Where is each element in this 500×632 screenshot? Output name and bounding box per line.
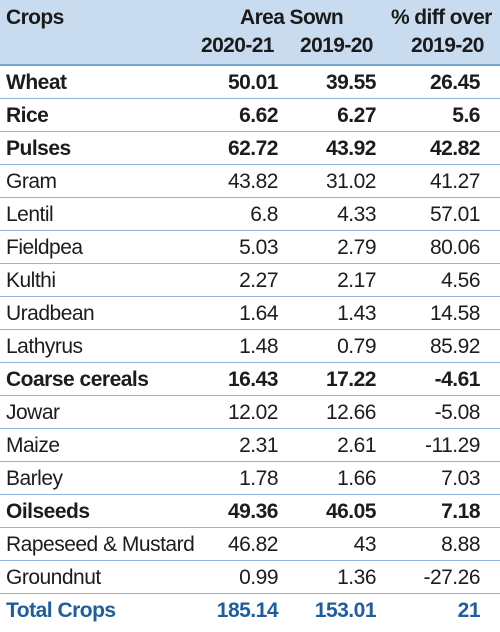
table-row: Groundnut 0.99 1.36 -27.26 [0, 561, 500, 594]
area-2019-20: 0.79 [337, 335, 376, 358]
pct-diff: -11.29 [425, 434, 481, 457]
area-2020-21: 50.01 [227, 71, 279, 94]
crop-name: Total Crops [6, 599, 116, 622]
header-crops: Crops [6, 6, 64, 29]
pct-diff: 42.82 [429, 137, 481, 160]
pct-diff: 14.58 [429, 302, 481, 325]
header-area-sown: Area Sown [240, 6, 344, 29]
crop-name: Kulthi [6, 269, 56, 292]
pct-diff: -27.26 [423, 566, 480, 589]
pct-diff: 21 [457, 599, 481, 622]
area-2019-20: 4.33 [337, 203, 376, 226]
pct-diff: 57.01 [429, 203, 481, 226]
table-row: Jowar 12.02 12.66 -5.08 [0, 396, 500, 429]
pct-diff: 41.27 [429, 170, 481, 193]
table-row: Wheat 50.01 39.55 26.45 [0, 66, 500, 99]
pct-diff: 5.6 [452, 104, 480, 127]
area-2020-21: 2.31 [239, 434, 278, 457]
table-header: Crops Area Sown % diff over 2020-21 2019… [0, 0, 500, 66]
crop-name: Pulses [6, 137, 71, 160]
crop-name: Barley [6, 467, 63, 490]
area-2020-21: 62.72 [227, 137, 279, 160]
crop-name: Lentil [6, 203, 54, 226]
table-row: Rice 6.62 6.27 5.6 [0, 99, 500, 132]
crop-name: Jowar [6, 401, 60, 424]
area-2019-20: 153.01 [314, 599, 377, 622]
crop-name: Groundnut [6, 566, 101, 589]
pct-diff: 8.88 [441, 533, 480, 556]
area-2020-21: 16.43 [227, 368, 279, 391]
crop-name: Maize [6, 434, 60, 457]
area-2020-21: 6.8 [250, 203, 278, 226]
table-row: Coarse cereals 16.43 17.22 -4.61 [0, 363, 500, 396]
crop-name: Coarse cereals [6, 368, 149, 391]
area-2019-20: 1.36 [337, 566, 376, 589]
crop-name: Oilseeds [6, 500, 90, 523]
area-2020-21: 1.64 [239, 302, 278, 325]
area-2020-21: 43.82 [227, 170, 279, 193]
area-2020-21: 0.99 [239, 566, 278, 589]
area-2019-20: 1.43 [337, 302, 376, 325]
area-2020-21: 6.62 [239, 104, 278, 127]
header-pct-diff: % diff over [391, 6, 492, 29]
crop-name: Gram [6, 170, 57, 193]
area-2020-21: 46.82 [227, 533, 279, 556]
header-diff-year: 2019-20 [411, 34, 484, 57]
area-2019-20: 1.66 [337, 467, 376, 490]
area-2019-20: 17.22 [325, 368, 377, 391]
crop-name: Uradbean [6, 302, 95, 325]
table-row: Barley 1.78 1.66 7.03 [0, 462, 500, 495]
crop-name: Rapeseed & Mustard [6, 533, 195, 556]
table-row: Lentil 6.8 4.33 57.01 [0, 198, 500, 231]
area-2019-20: 46.05 [325, 500, 377, 523]
table-row: Kulthi 2.27 2.17 4.56 [0, 264, 500, 297]
table-row: Maize 2.31 2.61 -11.29 [0, 429, 500, 462]
area-2020-21: 1.48 [239, 335, 278, 358]
area-2019-20: 12.66 [325, 401, 377, 424]
area-2020-21: 1.78 [239, 467, 278, 490]
header-year-2019-20: 2019-20 [300, 34, 373, 57]
area-2020-21: 2.27 [239, 269, 278, 292]
area-2019-20: 6.27 [337, 104, 376, 127]
area-2020-21: 49.36 [227, 500, 279, 523]
crop-name: Wheat [6, 71, 67, 94]
table-row-total: Total Crops 185.14 153.01 21 [0, 594, 500, 627]
crop-name: Lathyrus [6, 335, 83, 358]
area-2019-20: 43 [353, 533, 377, 556]
area-2019-20: 2.17 [337, 269, 376, 292]
area-2020-21: 12.02 [227, 401, 279, 424]
table-row: Pulses 62.72 43.92 42.82 [0, 132, 500, 165]
table-row: Gram 43.82 31.02 41.27 [0, 165, 500, 198]
area-2020-21: 5.03 [239, 236, 278, 259]
pct-diff: 26.45 [429, 71, 481, 94]
area-2019-20: 2.61 [337, 434, 376, 457]
table-row: Oilseeds 49.36 46.05 7.18 [0, 495, 500, 528]
table-body: Wheat 50.01 39.55 26.45 Rice 6.62 6.27 5.6 Pul… [0, 66, 500, 627]
pct-diff: 80.06 [429, 236, 481, 259]
pct-diff: 4.56 [441, 269, 480, 292]
table-row: Rapeseed & Mustard 46.82 43 8.88 [0, 528, 500, 561]
crop-name: Rice [6, 104, 49, 127]
pct-diff: -5.08 [434, 401, 481, 424]
table-row: Uradbean 1.64 1.43 14.58 [0, 297, 500, 330]
table-row: Fieldpea 5.03 2.79 80.06 [0, 231, 500, 264]
area-2019-20: 43.92 [325, 137, 377, 160]
area-2019-20: 2.79 [337, 236, 376, 259]
table-row: Lathyrus 1.48 0.79 85.92 [0, 330, 500, 363]
header-year-2020-21: 2020-21 [201, 34, 274, 57]
pct-diff: 85.92 [429, 335, 481, 358]
crop-name: Fieldpea [6, 236, 83, 259]
pct-diff: 7.18 [441, 500, 480, 523]
area-2019-20: 39.55 [325, 71, 377, 94]
area-2020-21: 185.14 [216, 599, 279, 622]
pct-diff: 7.03 [441, 467, 480, 490]
area-2019-20: 31.02 [325, 170, 377, 193]
pct-diff: -4.61 [434, 368, 481, 391]
